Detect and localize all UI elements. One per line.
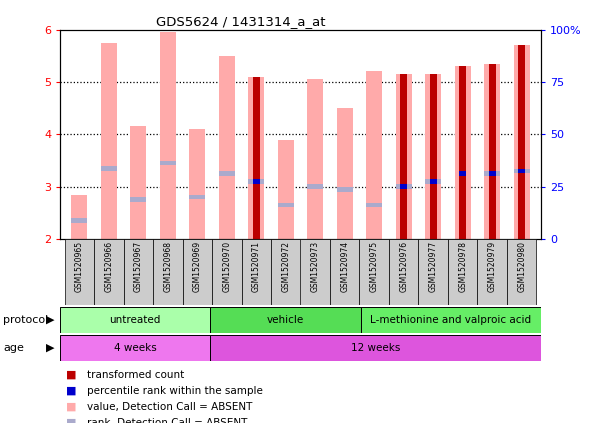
Text: ▶: ▶ [46, 315, 54, 325]
Bar [300, 239, 330, 305]
Text: vehicle: vehicle [267, 315, 304, 325]
Text: GSM1520966: GSM1520966 [104, 241, 113, 292]
Text: untreated: untreated [109, 315, 161, 325]
Bar [189, 129, 206, 239]
Bar [160, 161, 176, 165]
Bar [64, 239, 94, 305]
Bar [60, 307, 210, 333]
Bar [248, 77, 264, 239]
Bar [459, 171, 466, 176]
Bar [100, 43, 117, 239]
Bar [130, 126, 147, 239]
Bar [337, 108, 353, 239]
Bar [337, 187, 353, 192]
Bar [400, 74, 407, 239]
Text: ■: ■ [66, 418, 76, 423]
Bar [518, 45, 525, 239]
Bar [484, 171, 501, 176]
Bar [60, 335, 210, 361]
Text: rank, Detection Call = ABSENT: rank, Detection Call = ABSENT [87, 418, 248, 423]
Bar [278, 203, 294, 207]
Text: GSM1520972: GSM1520972 [281, 241, 290, 292]
Bar [418, 239, 448, 305]
Bar [507, 239, 537, 305]
Bar [160, 32, 176, 239]
Bar [448, 239, 477, 305]
Text: GSM1520978: GSM1520978 [458, 241, 467, 292]
Text: transformed count: transformed count [87, 370, 185, 380]
Bar [395, 184, 412, 189]
Bar [330, 239, 359, 305]
Bar [219, 56, 235, 239]
Text: 12 weeks: 12 weeks [351, 343, 400, 353]
Text: GSM1520971: GSM1520971 [252, 241, 261, 292]
Bar [454, 66, 471, 239]
Bar [212, 239, 242, 305]
Bar [425, 74, 441, 239]
Bar [130, 198, 147, 202]
Bar [248, 179, 264, 184]
Text: GSM1520975: GSM1520975 [370, 241, 379, 292]
Bar [210, 335, 541, 361]
Bar [425, 179, 441, 184]
Text: GSM1520979: GSM1520979 [488, 241, 497, 292]
Bar [366, 71, 382, 239]
Text: ▶: ▶ [46, 343, 54, 353]
Bar [395, 74, 412, 239]
Bar [71, 195, 87, 239]
Bar [477, 239, 507, 305]
Bar [307, 80, 323, 239]
Bar [242, 239, 271, 305]
Bar [400, 184, 407, 189]
Bar [366, 203, 382, 207]
Text: L-methionine and valproic acid: L-methionine and valproic acid [370, 315, 531, 325]
Text: value, Detection Call = ABSENT: value, Detection Call = ABSENT [87, 402, 252, 412]
Text: GSM1520970: GSM1520970 [222, 241, 231, 292]
Text: GSM1520974: GSM1520974 [340, 241, 349, 292]
Bar [100, 166, 117, 171]
Text: ■: ■ [66, 386, 76, 396]
Bar [153, 239, 183, 305]
Bar [307, 184, 323, 189]
Text: GSM1520973: GSM1520973 [311, 241, 320, 292]
Text: percentile rank within the sample: percentile rank within the sample [87, 386, 263, 396]
Bar [361, 307, 541, 333]
Bar [459, 66, 466, 239]
Text: ■: ■ [66, 370, 76, 380]
Bar [514, 169, 530, 173]
Bar [252, 179, 260, 184]
Bar [124, 239, 153, 305]
Text: GSM1520977: GSM1520977 [429, 241, 438, 292]
Bar [430, 179, 437, 184]
Text: GDS5624 / 1431314_a_at: GDS5624 / 1431314_a_at [156, 15, 325, 28]
Bar [219, 171, 235, 176]
Bar [71, 218, 87, 223]
Text: ■: ■ [66, 402, 76, 412]
Text: GSM1520980: GSM1520980 [517, 241, 526, 292]
Text: age: age [3, 343, 24, 353]
Bar [489, 171, 496, 176]
Text: GSM1520969: GSM1520969 [193, 241, 202, 292]
Text: 4 weeks: 4 weeks [114, 343, 157, 353]
Text: GSM1520967: GSM1520967 [134, 241, 143, 292]
Text: GSM1520976: GSM1520976 [399, 241, 408, 292]
Bar [430, 74, 437, 239]
Bar [278, 140, 294, 239]
Bar [489, 63, 496, 239]
Bar [183, 239, 212, 305]
Bar [514, 45, 530, 239]
Bar [389, 239, 418, 305]
Bar [518, 169, 525, 173]
Bar [271, 239, 300, 305]
Bar [94, 239, 124, 305]
Bar [189, 195, 206, 200]
Bar [359, 239, 389, 305]
Bar [210, 307, 361, 333]
Bar [252, 77, 260, 239]
Bar [484, 63, 501, 239]
Text: GSM1520965: GSM1520965 [75, 241, 84, 292]
Text: protocol: protocol [3, 315, 48, 325]
Text: GSM1520968: GSM1520968 [163, 241, 172, 292]
